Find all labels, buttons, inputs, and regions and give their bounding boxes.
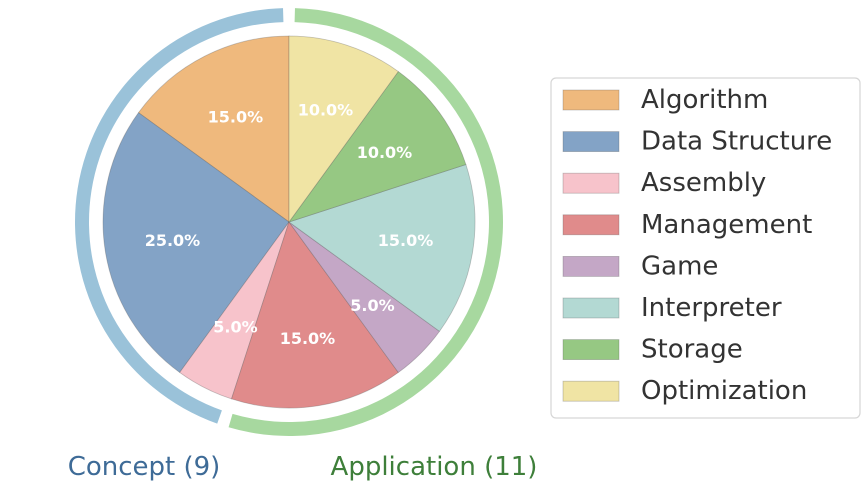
legend-label-optimization: Optimization: [641, 376, 807, 406]
slice-label-data-structure: 25.0%: [145, 231, 201, 250]
pie-slice-algorithm: [137, 35, 290, 223]
legend-swatch-management: [562, 214, 620, 236]
legend-label-game: Game: [641, 251, 718, 281]
legend-label-data-structure: Data Structure: [641, 127, 832, 157]
slice-label-storage: 10.0%: [357, 143, 413, 162]
slice-label-optimization: 10.0%: [298, 100, 354, 119]
pie-slice-game: [288, 221, 441, 374]
legend-swatch-assembly: [562, 172, 620, 194]
slice-label-assembly: 5.0%: [213, 318, 257, 337]
group-labels: Concept (9) Application (11): [68, 452, 538, 482]
pie-slice-interpreter: [288, 164, 476, 332]
pie-slice-storage: [287, 70, 467, 223]
legend: Algorithm Data Structure Assembly Managemen…: [550, 77, 861, 419]
slice-label-game: 5.0%: [350, 296, 394, 315]
pie-slice-optimization: [288, 35, 399, 224]
pie-slice-assembly: [179, 221, 290, 400]
legend-frame: [550, 77, 861, 419]
legend-label-management: Management: [641, 210, 812, 240]
slice-label-algorithm: 15.0%: [208, 107, 264, 126]
legend-swatch-algorithm: [562, 89, 620, 111]
legend-label-storage: Storage: [641, 335, 743, 365]
legend-label-algorithm: Algorithm: [641, 85, 768, 115]
legend-swatch-storage: [562, 339, 620, 361]
legend-swatch-optimization: [562, 380, 620, 402]
legend-swatch-interpreter: [562, 297, 620, 319]
pie-slice-management: [231, 221, 399, 409]
group-label-application-11-: Application (11): [331, 452, 538, 482]
slice-label-interpreter: 15.0%: [378, 231, 434, 250]
pie-slice-labels: 15.0% 25.0% 5.0% 15.0% 5.0% 15.0% 10.0% 10.0%: [145, 100, 434, 348]
group-label-concept-9-: Concept (9): [68, 452, 221, 482]
pie-slice-data-structure: [102, 112, 290, 374]
legend-label-assembly: Assembly: [641, 168, 766, 198]
pie-slices: [102, 35, 476, 409]
legend-swatch-game: [562, 255, 620, 277]
legend-swatch-data-structure: [562, 131, 620, 153]
legend-label-interpreter: Interpreter: [641, 293, 782, 323]
slice-label-management: 15.0%: [280, 329, 336, 348]
